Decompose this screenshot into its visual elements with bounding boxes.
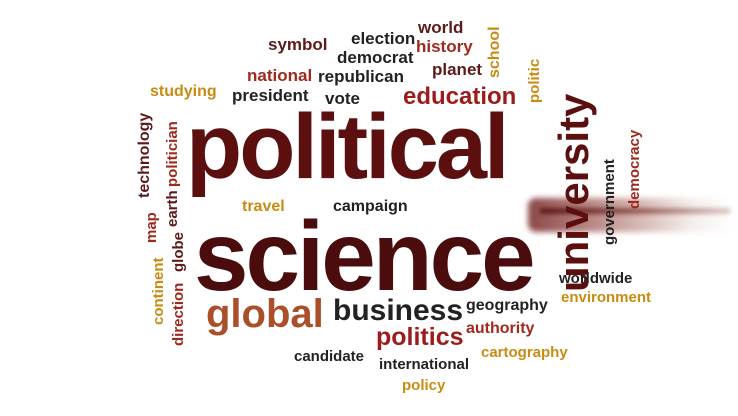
word-republican: republican bbox=[318, 67, 404, 86]
word-travel: travel bbox=[242, 198, 285, 215]
word-direction: direction bbox=[170, 282, 187, 346]
word-history: history bbox=[416, 37, 473, 56]
word-vote: vote bbox=[325, 89, 360, 108]
word-technology: technology bbox=[136, 112, 153, 198]
motion-blur-line bbox=[540, 208, 730, 214]
word-cartography: cartography bbox=[481, 344, 568, 361]
word-national: national bbox=[247, 66, 313, 85]
word-university: university bbox=[550, 93, 597, 292]
word-studying: studying bbox=[150, 83, 217, 100]
word-map: map bbox=[143, 212, 160, 243]
word-international: international bbox=[379, 356, 470, 373]
motion-blur-streak bbox=[528, 198, 733, 232]
word-democracy: democracy bbox=[626, 129, 643, 209]
word-continent: continent bbox=[150, 257, 167, 326]
word-authority: authority bbox=[466, 320, 535, 337]
word-election: election bbox=[351, 29, 416, 48]
word-policy: policy bbox=[402, 377, 446, 394]
word-government: government bbox=[601, 159, 618, 245]
word-politics: politics bbox=[376, 323, 464, 351]
word-globe: globe bbox=[170, 232, 187, 272]
word-president: president bbox=[232, 86, 309, 105]
word-planet: planet bbox=[432, 60, 483, 79]
word-politic: politic bbox=[526, 58, 543, 103]
word-earth: earth bbox=[164, 190, 181, 227]
word-political: political bbox=[186, 96, 510, 198]
word-global: global bbox=[206, 292, 324, 336]
word-symbol: symbol bbox=[268, 35, 328, 54]
word-world: world bbox=[418, 18, 464, 37]
word-candidate: candidate bbox=[294, 348, 365, 365]
word-politician: politician bbox=[164, 121, 181, 187]
word-education: education bbox=[403, 83, 517, 110]
word-democrat: democrat bbox=[337, 48, 414, 67]
word-worldwide: worldwide bbox=[559, 270, 633, 287]
word-business: business bbox=[333, 294, 464, 327]
word-science: science bbox=[194, 201, 536, 311]
word-geography: geography bbox=[466, 297, 548, 314]
word-campaign: campaign bbox=[333, 198, 408, 215]
word-school: school bbox=[486, 26, 503, 78]
word-environment: environment bbox=[561, 289, 652, 306]
